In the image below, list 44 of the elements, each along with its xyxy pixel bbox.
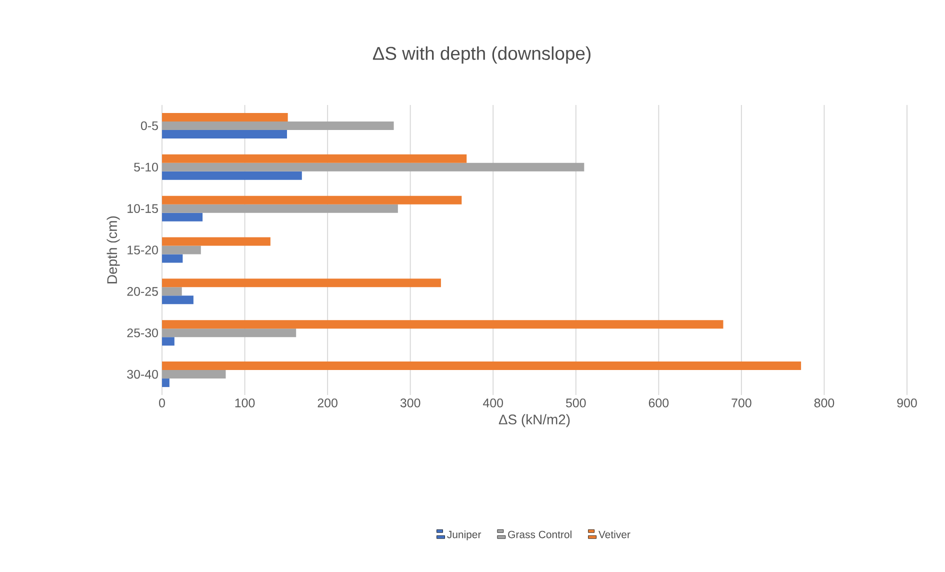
bar: [162, 121, 394, 130]
bar: [162, 212, 203, 222]
bar: [162, 278, 441, 288]
x-tick-label: 500: [566, 398, 586, 408]
y-tick-label: 30-40: [127, 370, 158, 379]
chart-title: ΔS with depth (downslope): [372, 46, 590, 64]
x-tick-label: 600: [648, 398, 669, 408]
x-tick-label: 900: [897, 398, 917, 408]
y-tick-label: 15-20: [128, 246, 158, 254]
x-tick-label: 100: [235, 398, 255, 408]
bar: [162, 337, 174, 346]
bar: [162, 320, 724, 329]
x-tick-label: 400: [483, 398, 504, 408]
bar: [162, 112, 288, 122]
bar: [162, 362, 802, 370]
x-tick-label: 300: [400, 398, 420, 408]
y-axis-title: Depth (cm): [106, 216, 120, 284]
legend-label: Grass Control: [508, 530, 572, 538]
bar: [162, 287, 182, 296]
bar: [162, 154, 467, 163]
y-tick-label: 5-10: [134, 162, 158, 172]
x-axis-title: ΔS (kN/m2): [498, 414, 570, 428]
legend-label: Vetiver: [598, 530, 630, 538]
bar: [162, 254, 183, 263]
y-tick-label: 20-25: [127, 287, 158, 296]
bar: [162, 162, 584, 172]
bar: [162, 204, 398, 213]
x-tick-label: 0: [159, 398, 165, 408]
bar: [162, 196, 462, 204]
y-tick-label: 25-30: [127, 328, 158, 338]
bar: [162, 378, 170, 388]
x-tick-label: 800: [814, 398, 834, 408]
bar: [162, 130, 287, 138]
y-tick-label: 10-15: [128, 204, 158, 213]
bar: [162, 246, 201, 254]
bar: [162, 171, 302, 180]
bar: [162, 370, 226, 379]
bar: [162, 296, 194, 304]
bar: [162, 237, 270, 246]
x-tick-label: 200: [318, 398, 338, 408]
bar: [162, 328, 296, 338]
x-tick-label: 700: [732, 398, 752, 408]
legend-label: Juniper: [447, 530, 482, 540]
y-tick-label: 0-5: [140, 121, 158, 130]
